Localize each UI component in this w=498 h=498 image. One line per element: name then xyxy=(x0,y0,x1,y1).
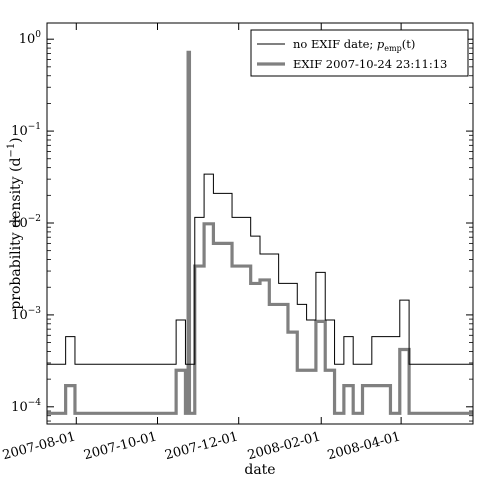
y-tick-label: 10−1 xyxy=(11,122,41,139)
y-axis-title: probability density (d−1) xyxy=(6,137,24,309)
legend-label-no-exif-sub: emp xyxy=(384,44,401,53)
legend-label-exif: EXIF 2007-10-24 23:11:13 xyxy=(293,57,447,71)
y-axis-title-unit-exponent: −1 xyxy=(6,143,17,158)
legend-box xyxy=(250,29,469,77)
y-tick-label: 10−4 xyxy=(11,398,41,415)
plot-frame xyxy=(46,22,474,425)
y-axis-title-close: ) xyxy=(8,137,24,142)
legend-label-no-exif-prefix: no EXIF date; xyxy=(293,37,377,51)
y-tick-label: 10−3 xyxy=(11,306,41,323)
legend-label-no-exif-math: p xyxy=(377,37,385,51)
legend-label-no-exif: no EXIF date; pemp(t) xyxy=(293,37,415,53)
series-line-no-exif xyxy=(47,173,473,365)
legend-label-no-exif-suffix: (t) xyxy=(402,37,416,51)
series-line-exif xyxy=(47,50,473,415)
x-axis-title: date xyxy=(244,462,275,478)
y-tick-label: 100 xyxy=(19,30,42,47)
legend: no EXIF date; pemp(t) EXIF 2007-10-24 23… xyxy=(250,29,469,77)
y-axis-title-main: probability density (d xyxy=(8,158,24,310)
y-tick-label: 10−2 xyxy=(11,214,41,231)
series-layer xyxy=(47,50,473,415)
